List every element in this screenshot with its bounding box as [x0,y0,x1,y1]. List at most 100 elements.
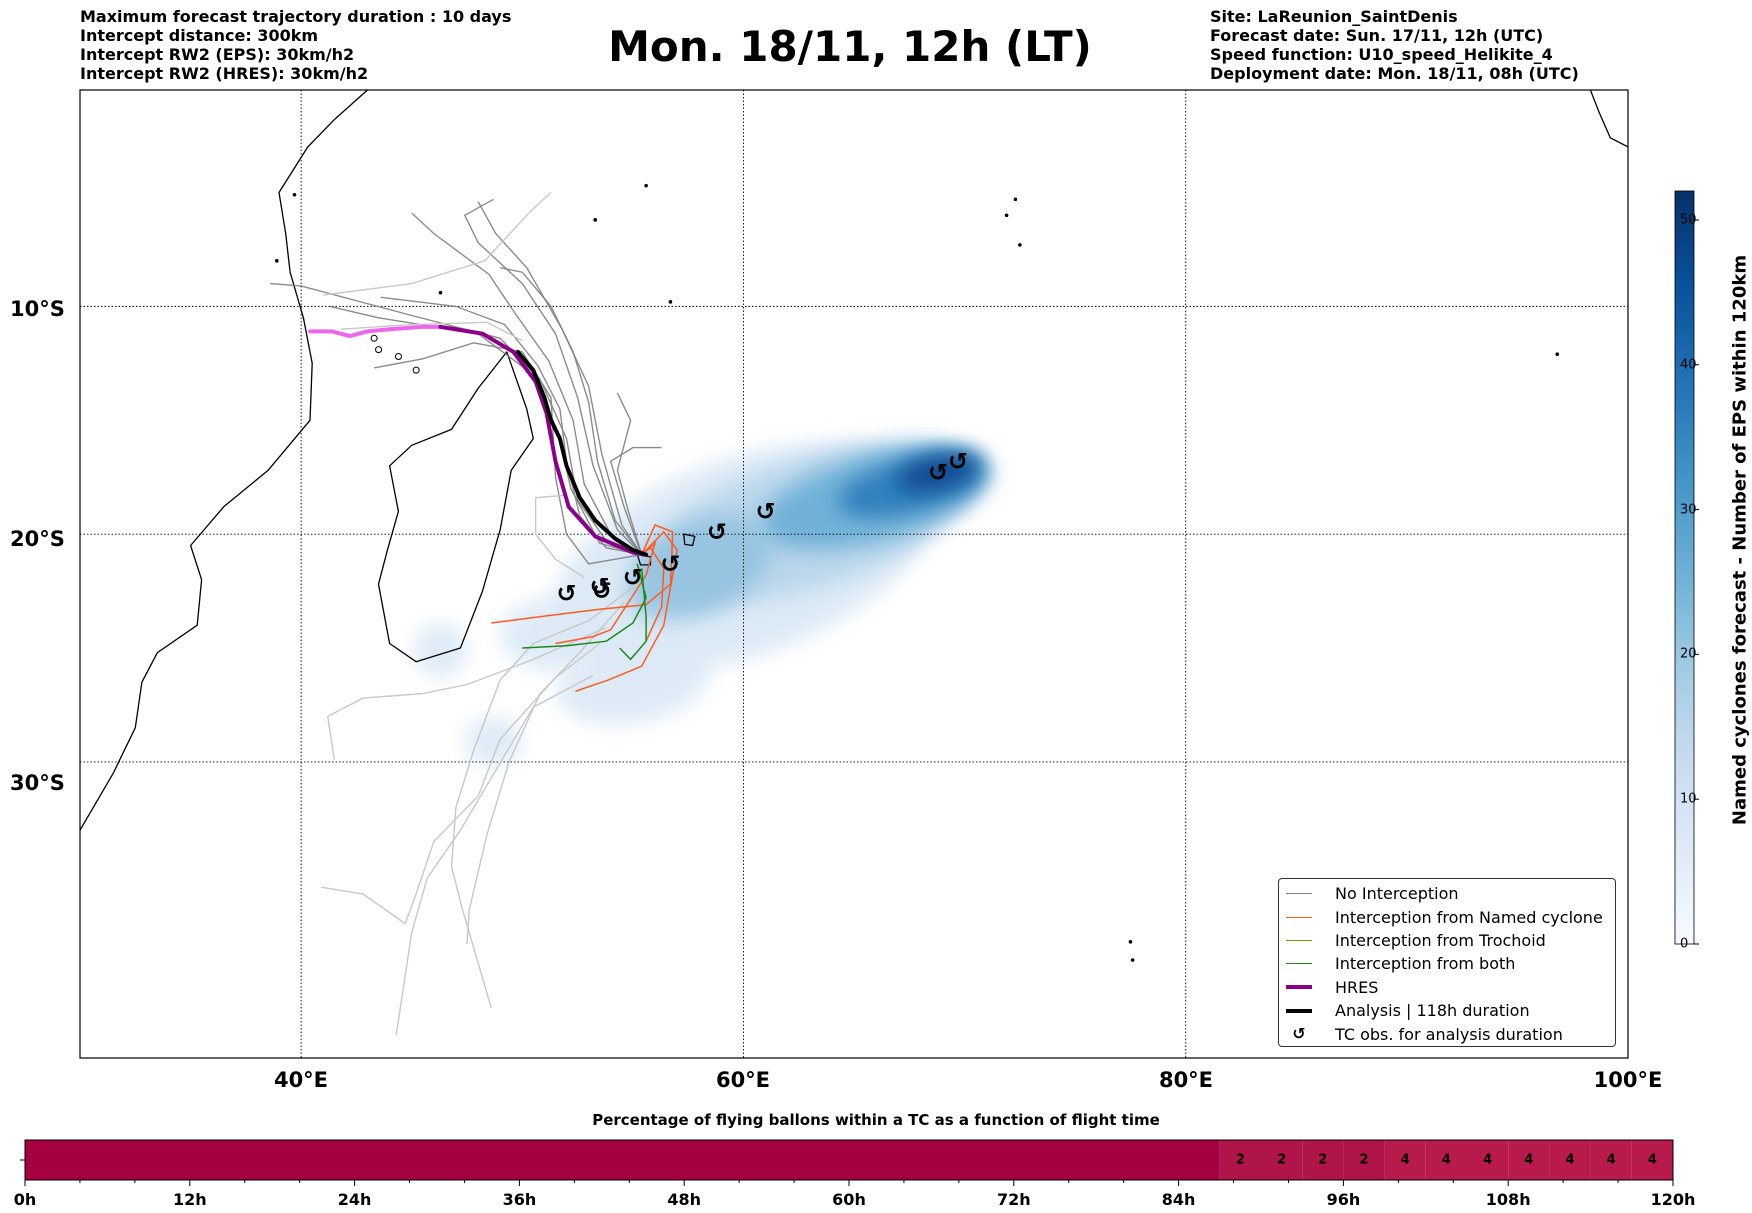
no-interception-track [500,267,643,556]
intercept-distance-text: Intercept distance: 300km [80,26,319,45]
no-interception-track [466,602,625,945]
intercept-eps-text: Intercept RW2 (EPS): 30km/h2 [80,45,355,64]
site-info-block: Site: LaReunion_SaintDenis Forecast date… [1210,7,1579,83]
colorbar-tick-label: 0 [1680,936,1689,952]
island-speck [593,218,598,222]
legend-item-both: Interception from both [1285,952,1609,975]
timeline-segment [1631,1140,1673,1180]
timeline-tick-label: 96h [1326,1190,1361,1209]
tc-observation-icon: ↺ [556,579,576,607]
timeline-tick-label: 108h [1485,1190,1531,1209]
timeline-segment [1343,1140,1385,1180]
timeline-segment [1302,1140,1344,1180]
lat-lon-grid [80,90,1628,1058]
forecast-settings-block: Maximum forecast trajectory duration : 1… [80,7,511,83]
legend-swatch [1286,939,1312,941]
timeline-segment [1425,1140,1467,1180]
island-speck [1018,243,1022,247]
no-interception-track [450,583,638,1009]
no-interception-track [320,642,601,925]
timeline-segment [1261,1140,1303,1180]
timeline-segment [1219,1140,1261,1180]
timeline-percentage-label: 4 [1606,1152,1616,1168]
no-interception-track [534,494,585,578]
lat-label-10s: 10°S [10,297,65,321]
lat-label-20s: 20°S [10,527,65,551]
timeline-percentage-label: 2 [1318,1152,1328,1168]
island-speck [1130,958,1135,962]
legend-label: Interception from Named cyclone [1335,907,1603,927]
legend-item-hres: HRES [1285,976,1609,999]
density-patch [464,716,523,767]
named-cyclone-interception-track [575,530,678,693]
island-speck [275,259,279,263]
mauritius-coastline [683,533,696,547]
max-duration-text: Maximum forecast trajectory duration : 1… [80,7,512,26]
coastlines [80,90,1628,962]
map-title: Mon. 18/11, 12h (LT) [608,22,1092,71]
named-cyclone-interception-track [491,524,674,624]
colorbar [1674,190,1695,945]
timeline-title: Percentage of flying ballons within a TC… [592,1111,1160,1129]
colorbar-tick-marks [1694,219,1699,945]
island-speck [1013,197,1018,202]
no-interception-track [323,191,552,296]
colorbar-label: Named cyclones forecast - Number of EPS … [1729,254,1751,826]
timeline-percentage-label: 2 [1235,1152,1245,1168]
tc-observation-icon: ↺ [707,518,727,546]
trajectory-tracks [270,191,678,1036]
legend-item-tc-obs: ↺ TC obs. for analysis duration [1285,1022,1609,1045]
density-patch [896,453,980,492]
no-interception-track [373,342,642,565]
timeline-segment [1549,1140,1591,1180]
lat-label-30s: 30°S [10,771,65,795]
no-interception-track [616,392,643,555]
tc-observation-icon: ↺ [592,577,612,605]
timeline-percentage-label: 4 [1524,1152,1534,1168]
timeline-percentage-label: 4 [1647,1152,1657,1168]
tc-observation-icon: ↺ [928,459,948,487]
island-speck [438,290,443,295]
island-speck [668,300,673,304]
timeline-tick-label: 12h [172,1190,207,1209]
named-cyclone-interception-track [641,546,665,642]
speed-function-text: Speed function: U10_speed_Helikite_4 [1210,45,1553,64]
legend-swatch [1286,1008,1312,1013]
legend-item-named-cyclone: Interception from Named cyclone [1285,905,1609,928]
timeline-percentage-label: 4 [1400,1152,1410,1168]
analysis-track [515,349,649,557]
island-outline [370,334,378,342]
legend-swatch [1286,916,1312,918]
africa-coastline [80,90,368,831]
colorbar-tick-label: 50 [1680,212,1697,228]
island-speck [292,192,297,197]
colorbar-tick-label: 40 [1680,357,1697,373]
forecast-date-text: Forecast date: Sun. 17/11, 12h (UTC) [1210,26,1544,45]
timeline-tick-label: 24h [337,1190,372,1209]
both-interception-track [619,568,647,661]
colorbar-tick-label: 20 [1680,646,1697,662]
legend-label: Interception from Trochoid [1335,930,1546,950]
tc-observation-icon: ↺ [660,550,680,578]
timeline-percentage-label: 4 [1441,1152,1451,1168]
legend-label: Analysis | 118h duration [1335,1001,1530,1021]
timeline-segment [1384,1140,1426,1180]
timeline-tick-label: 48h [667,1190,702,1209]
timeline-tick-label: 84h [1161,1190,1196,1209]
legend-label: HRES [1335,977,1379,997]
timeline-segment [1467,1140,1509,1180]
timeline-segment [1590,1140,1632,1180]
island-speck [1004,213,1009,218]
no-interception-track [270,282,642,556]
timeline-percentage-label: 4 [1565,1152,1575,1168]
tc-observation-icon: ↺ [755,497,775,525]
no-interception-track [395,674,594,1036]
timeline-tick-label: 36h [502,1190,537,1209]
legend-item-analysis: Analysis | 118h duration [1285,999,1609,1022]
density-patch [413,622,467,678]
timeline-tick-label: 60h [832,1190,866,1209]
legend-swatch [1286,893,1312,895]
island-speck [1128,940,1133,944]
island-outline [375,346,383,354]
deployment-date-text: Deployment date: Mon. 18/11, 08h (UTC) [1210,64,1579,83]
